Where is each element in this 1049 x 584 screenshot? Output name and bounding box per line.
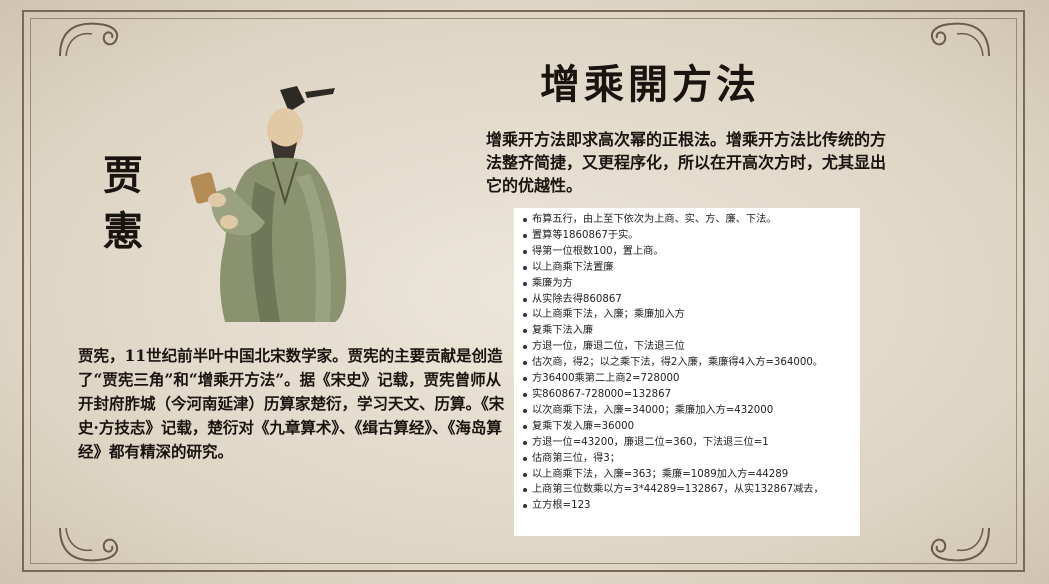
step-item: 得第一位根数100，置上商。 [522, 244, 854, 260]
scholar-portrait [185, 82, 355, 322]
step-item: 估次商，得2；以之乘下法，得2入廉，乘廉得4入方=364000。 [522, 355, 854, 371]
step-item: 方36400乘第二上商2=728000 [522, 371, 854, 387]
corner-ornament-top-left [58, 18, 128, 58]
outer-frame [22, 10, 1025, 572]
step-item: 从实除去得860867 [522, 292, 854, 308]
step-item: 以上商乘下法，入廉；乘廉加入方 [522, 307, 854, 323]
step-item: 立方根=123 [522, 498, 854, 514]
step-item: 以次商乘下法，入廉=34000；乘廉加入方=432000 [522, 403, 854, 419]
corner-ornament-bottom-right [921, 526, 991, 566]
step-item: 复乘下发入廉=36000 [522, 419, 854, 435]
corner-ornament-bottom-left [58, 526, 128, 566]
algorithm-steps-panel: 布算五行，由上至下依次为上商、实、方、廉、下法。 置算等1860867于实。 得第一… [514, 208, 860, 536]
corner-ornament-top-right [921, 18, 991, 58]
step-item: 乘廉为方 [522, 276, 854, 292]
step-item: 方退一位，廉退二位，下法退三位 [522, 339, 854, 355]
page-title: 增乘開方法 [540, 61, 760, 108]
step-item: 实860867-728000=132867 [522, 387, 854, 403]
name-char-2: 憲 [103, 208, 143, 255]
step-item: 布算五行，由上至下依次为上商、实、方、廉、下法。 [522, 212, 854, 228]
step-item: 方退一位=43200，廉退二位=360，下法退三位=1 [522, 435, 854, 451]
inner-frame [30, 18, 1017, 564]
step-item: 复乘下法入廉 [522, 323, 854, 339]
person-name: 贾 憲 [98, 148, 148, 260]
step-item: 以上商乘下法，入廉=363；乘廉=1089加入方=44289 [522, 467, 854, 483]
step-item: 上商第三位数乘以方=3*44289=132867，从实132867减去， [522, 482, 854, 498]
biography-paragraph: 贾宪，11世纪前半叶中国北宋数学家。贾宪的主要贡献是创造了“贾宪三角”和“增乘开… [78, 346, 505, 461]
intro-paragraph: 增乘开方法即求高次幂的正根法。增乘开方法比传统的方法整齐简捷，又更程序化，所以在… [486, 130, 887, 195]
step-item: 以上商乘下法置廉 [522, 260, 854, 276]
step-item: 估商第三位，得3； [522, 451, 854, 467]
step-item: 置算等1860867于实。 [522, 228, 854, 244]
name-char-1: 贾 [103, 152, 143, 199]
steps-list: 布算五行，由上至下依次为上商、实、方、廉、下法。 置算等1860867于实。 得第一… [522, 212, 854, 514]
